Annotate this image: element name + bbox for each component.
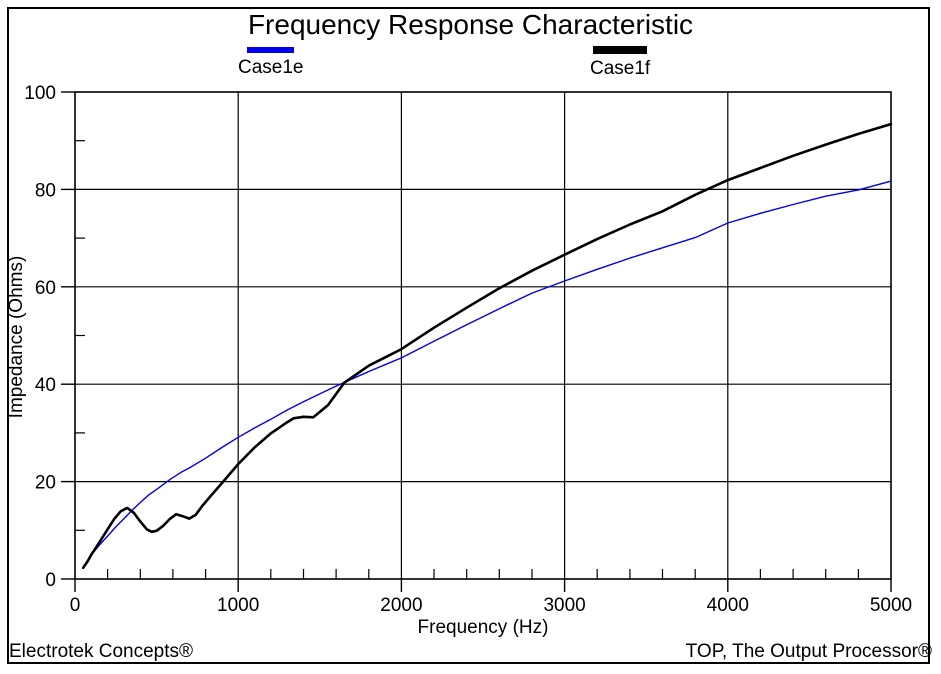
- legend-entry-case1e: Case1e: [238, 47, 304, 77]
- y-tick-label: 100: [24, 83, 56, 104]
- series-curve-case1e: [82, 180, 892, 569]
- y-axis-title: Impedance (Ohms): [6, 255, 27, 419]
- x-tick-label: 5000: [870, 595, 912, 616]
- x-axis-title: Frequency (Hz): [417, 617, 549, 638]
- y-tick-label: 20: [35, 473, 56, 494]
- footer-left-brand: Electrotek Concepts®: [9, 641, 194, 662]
- legend-entry-case1f: Case1f: [590, 46, 650, 78]
- x-tick-label: 3000: [543, 595, 585, 616]
- page-border: [7, 7, 930, 664]
- y-tick-label: 80: [35, 180, 56, 201]
- legend-label-case1f: Case1f: [590, 58, 651, 79]
- x-tick-label: 0: [70, 595, 81, 616]
- x-tick-label: 1000: [217, 595, 259, 616]
- legend-swatch-case1e: [247, 47, 295, 53]
- legend-swatch-case1f: [593, 46, 648, 54]
- x-tick-label: 4000: [707, 595, 749, 616]
- plot-frame: [74, 91, 892, 580]
- footer-right-brand: TOP, The Output Processor®: [685, 641, 932, 662]
- y-tick-label: 40: [35, 375, 56, 396]
- chart-title: Frequency Response Characteristic: [247, 9, 694, 40]
- x-tick-label: 2000: [380, 595, 422, 616]
- series-curve-case1f: [81, 122, 893, 570]
- y-tick-label: 0: [45, 570, 56, 591]
- legend-label-case1e: Case1e: [238, 57, 304, 78]
- y-tick-label: 60: [35, 278, 56, 299]
